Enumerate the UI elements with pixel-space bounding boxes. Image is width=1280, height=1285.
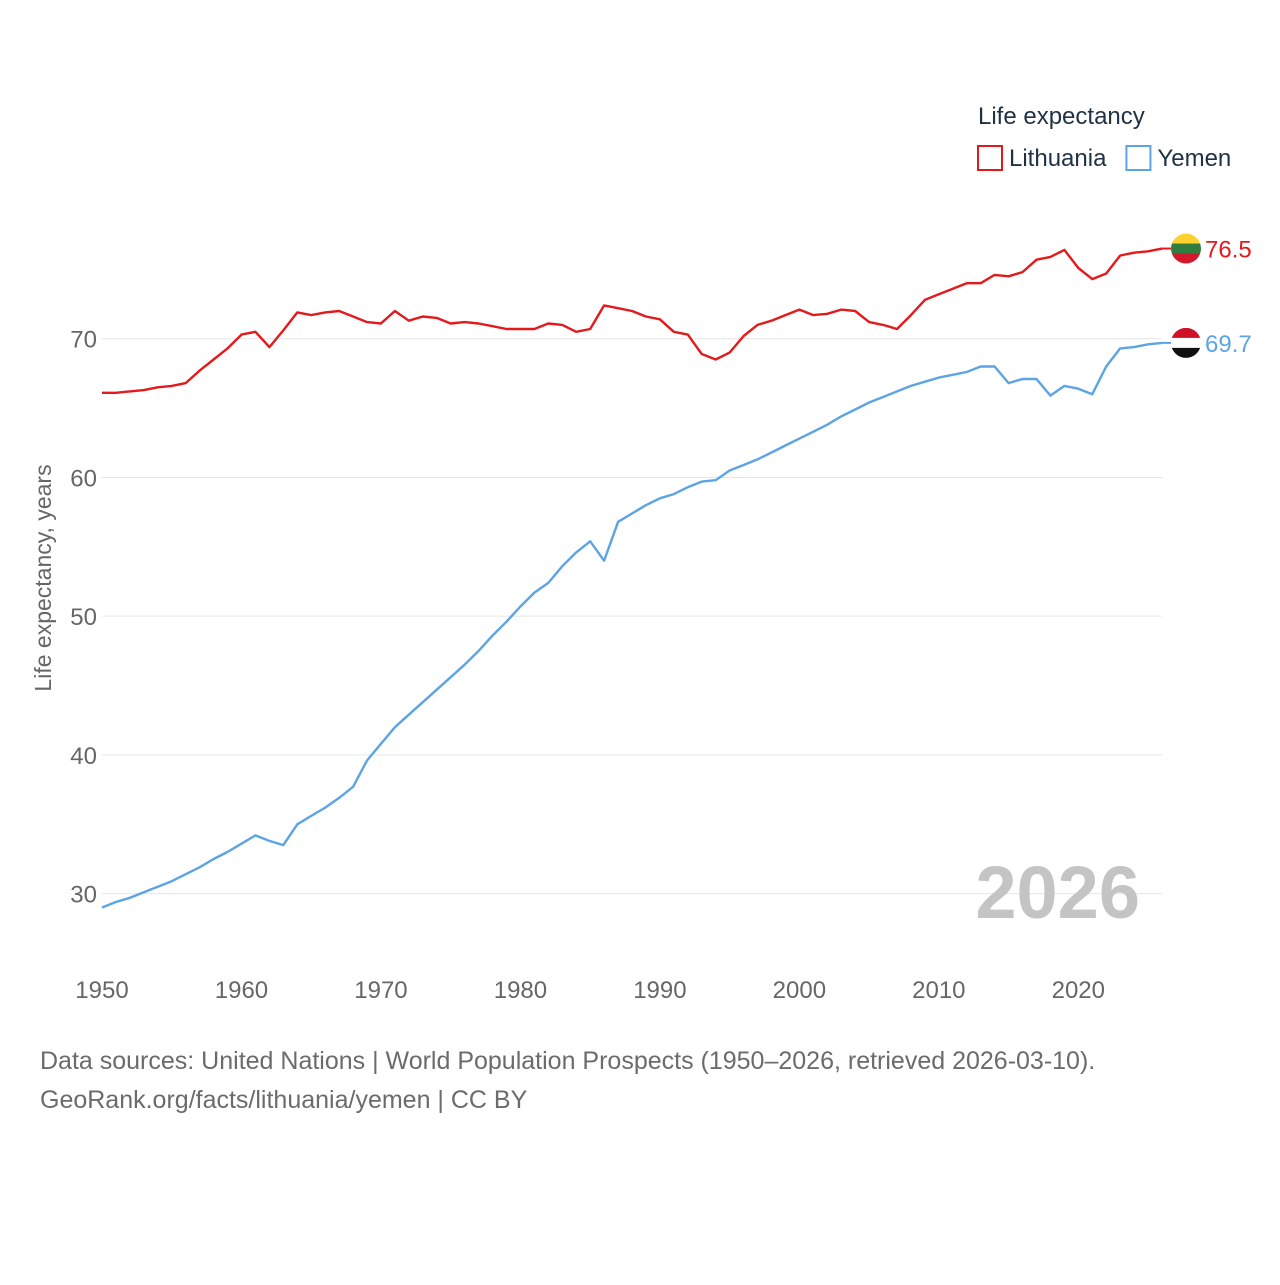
year-watermark: 2026 bbox=[975, 851, 1140, 934]
legend-swatch bbox=[1125, 145, 1152, 171]
legend-title: Life expectancy bbox=[978, 103, 1145, 130]
y-tick-label: 50 bbox=[70, 604, 97, 631]
end-markers: 76.5 69.7 bbox=[1162, 233, 1252, 358]
legend-item-lithuania[interactable]: Lithuania bbox=[977, 145, 1107, 172]
x-tick-label: 1970 bbox=[354, 977, 407, 1004]
y-tick-label: 60 bbox=[70, 465, 97, 492]
series-lines bbox=[101, 247, 1163, 909]
legend-item-yemen[interactable]: Yemen bbox=[1125, 145, 1231, 172]
x-tick-label: 1990 bbox=[633, 977, 686, 1004]
legend-label: Lithuania bbox=[1009, 145, 1107, 172]
lithuania-flag-icon bbox=[1171, 233, 1201, 264]
x-tick-label: 2010 bbox=[912, 977, 965, 1004]
x-tick-label: 2000 bbox=[773, 977, 826, 1004]
yemen-flag-icon bbox=[1171, 327, 1201, 358]
x-axis-ticks: 1950 1960 1970 1980 1990 2000 2010 2020 bbox=[75, 977, 1105, 1004]
gridlines bbox=[102, 338, 1162, 895]
x-tick-label: 2020 bbox=[1052, 977, 1105, 1004]
x-tick-label: 1960 bbox=[215, 977, 268, 1004]
x-tick-label: 1980 bbox=[494, 977, 547, 1004]
legend-swatch bbox=[977, 145, 1003, 171]
end-value-label-lithuania: 76.5 bbox=[1205, 237, 1252, 264]
x-tick-label: 1950 bbox=[75, 977, 128, 1004]
footer: Data sources: United Nations | World Pop… bbox=[40, 1042, 1095, 1120]
y-tick-label: 70 bbox=[70, 327, 97, 354]
legend-label: Yemen bbox=[1157, 145, 1231, 172]
attribution-link[interactable]: GeoRank.org/facts/lithuania/yemen | CC B… bbox=[40, 1086, 528, 1114]
legend[interactable]: Life expectancy Lithuania Yemen bbox=[977, 103, 1231, 172]
end-value-label-yemen: 69.7 bbox=[1205, 331, 1252, 358]
y-tick-label: 30 bbox=[70, 882, 97, 909]
y-axis-label: Life expectancy, years bbox=[30, 464, 56, 691]
series-line-yemen bbox=[101, 341, 1163, 909]
y-axis-ticks: 30 40 50 60 70 bbox=[70, 327, 97, 909]
series-line-lithuania bbox=[102, 247, 1163, 394]
y-tick-label: 40 bbox=[70, 743, 97, 770]
data-source-note: Data sources: United Nations | World Pop… bbox=[40, 1047, 1096, 1075]
